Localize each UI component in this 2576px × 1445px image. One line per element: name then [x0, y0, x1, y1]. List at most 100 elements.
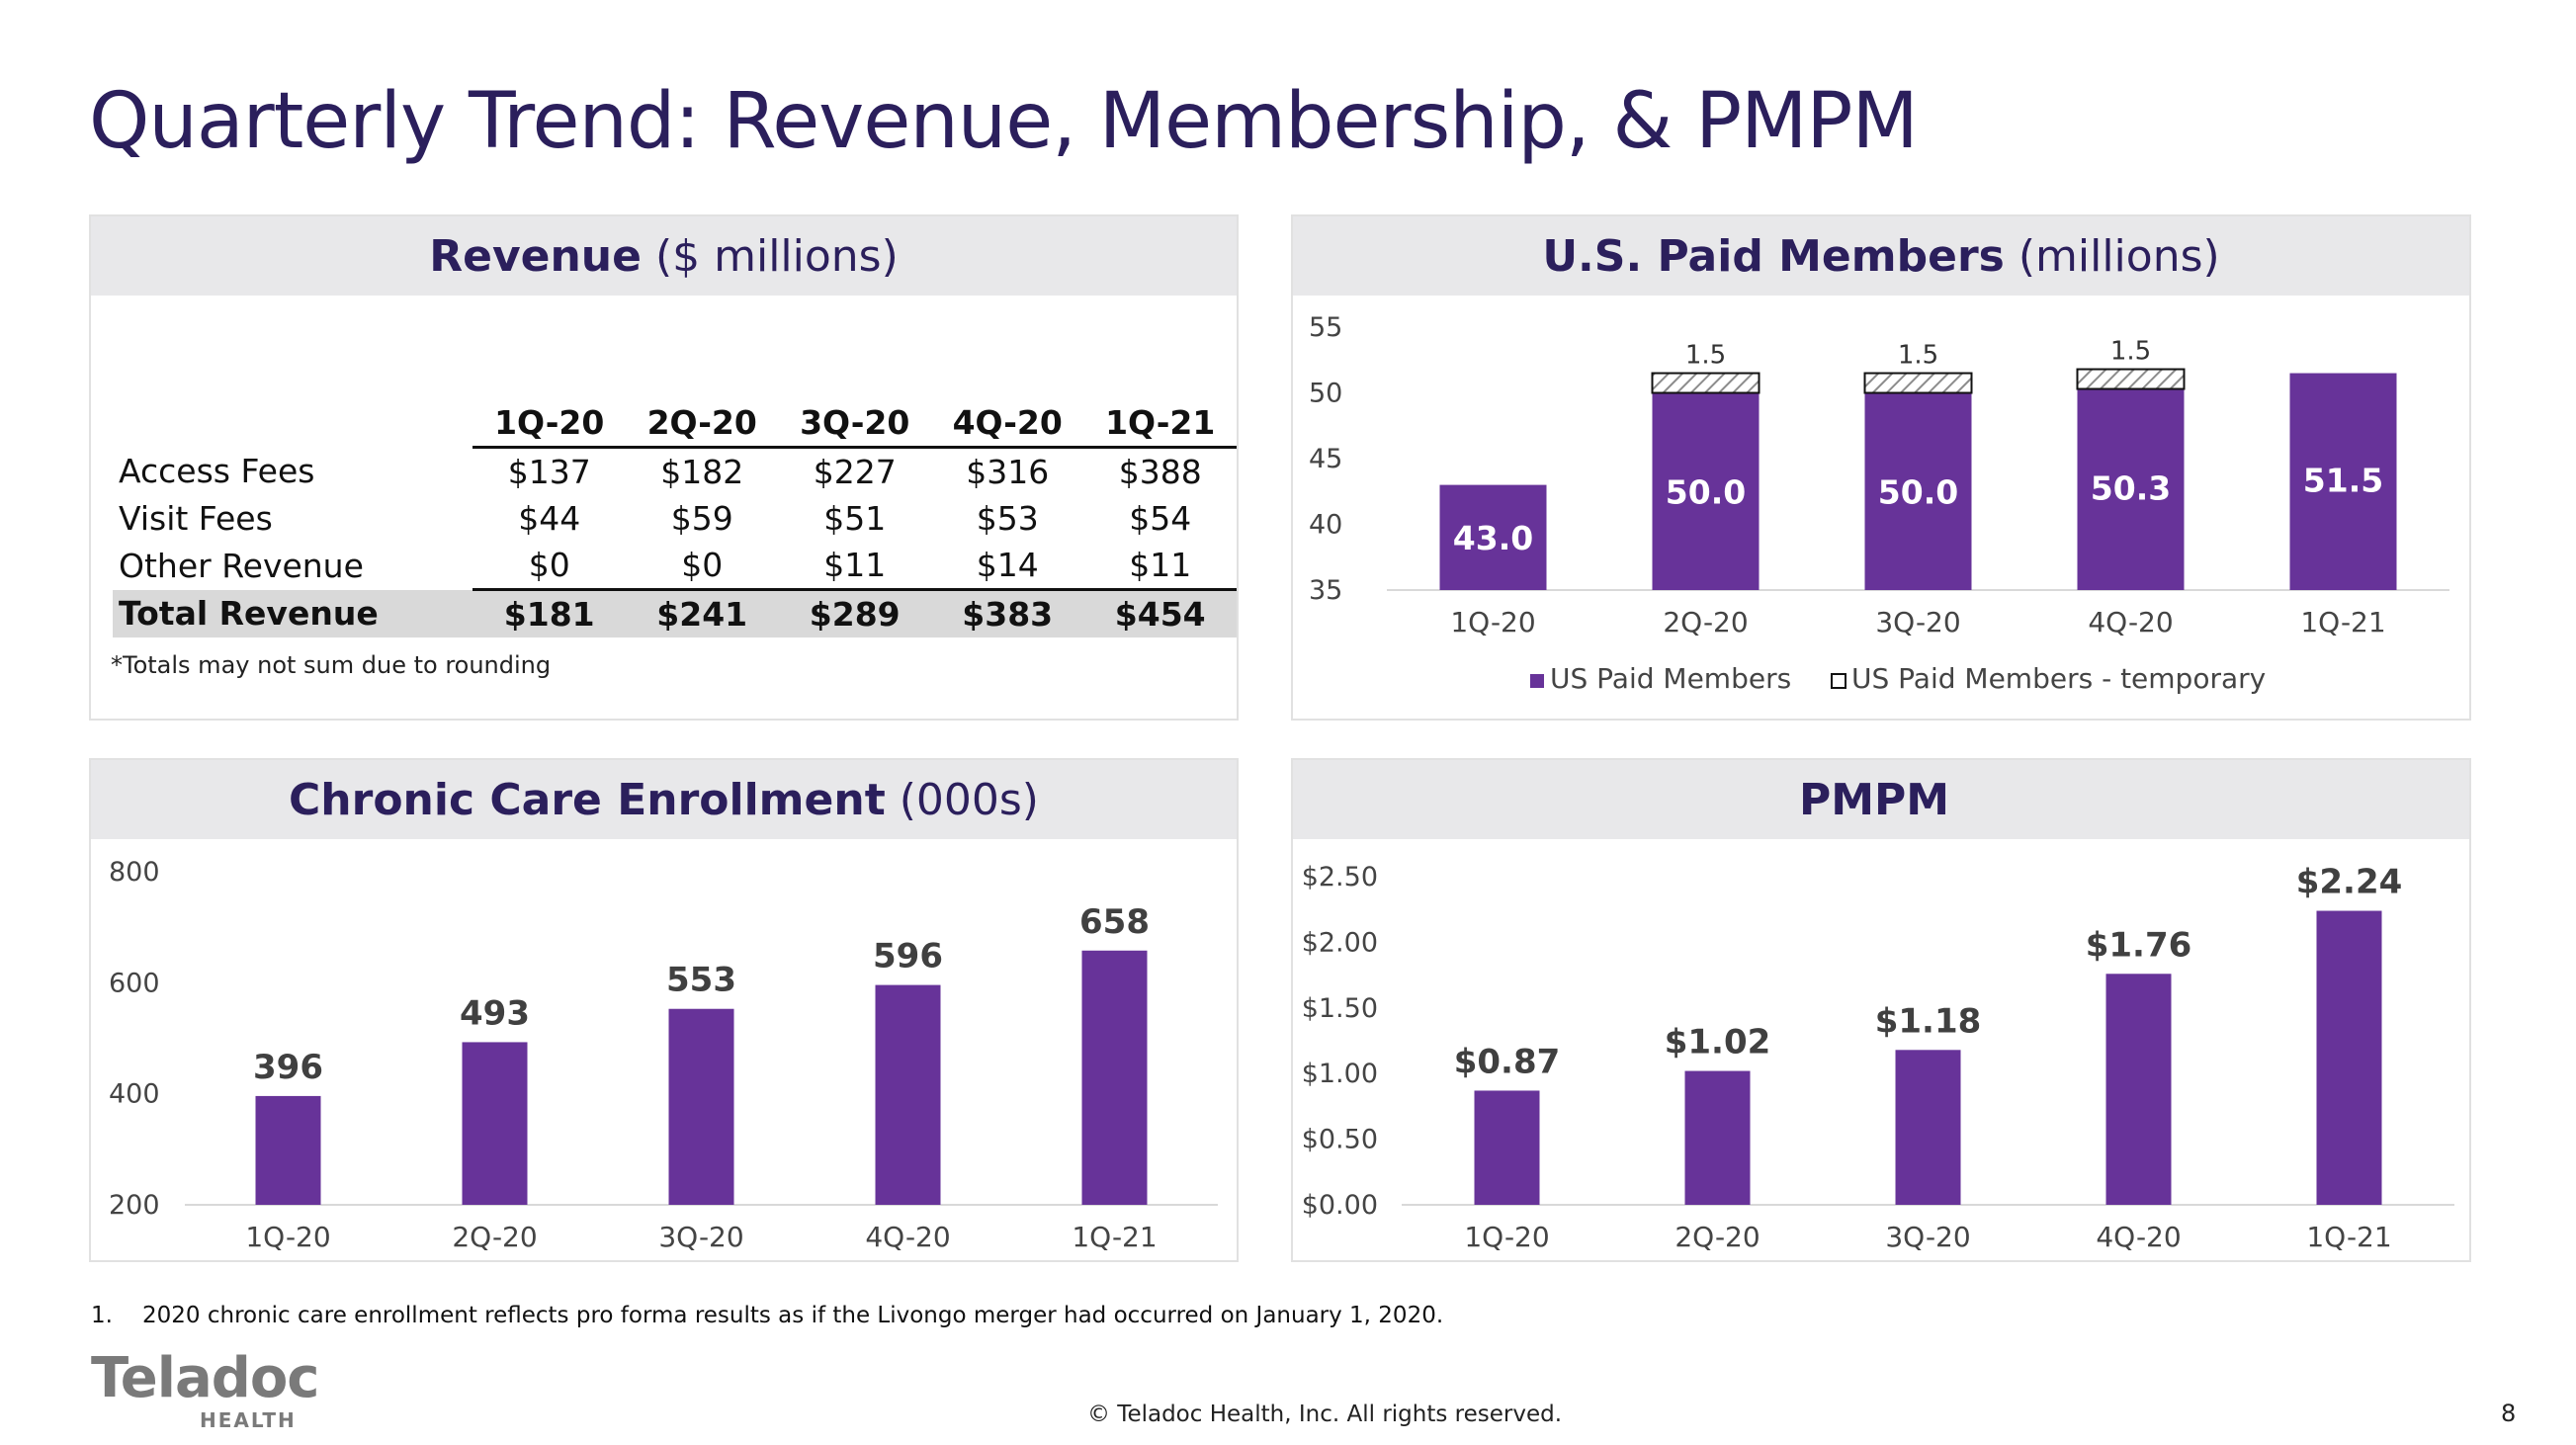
revenue-heading-bold: Revenue [429, 230, 642, 282]
pmpm-chart: $0.00 $0.50 $1.00 $1.50 $2.00 $2.50 1Q-20 $0.87… [1302, 862, 2454, 1253]
revenue-table-header-row: 1Q-20 2Q-20 3Q-20 4Q-20 1Q-21 [113, 399, 1237, 449]
temporary-bar [2076, 368, 2186, 390]
revenue-rounding-note: *Totals may not sum due to rounding [111, 651, 552, 679]
data-label: 553 [666, 961, 736, 1000]
data-label: 43.0 [1453, 519, 1533, 557]
members-panel: U.S. Paid Members (millions) 35 40 45 50 55 1… [1291, 214, 2471, 721]
revenue-col-header: 1Q-21 [1083, 399, 1237, 449]
pmpm-panel: PMPM $0.00 $0.50 $1.00 $1.50 $2.00 $2.50 1Q-20… [1291, 758, 2471, 1262]
y-tick-label: $0.50 [1302, 1125, 1378, 1155]
chronic-care-heading-unit: (000s) [899, 774, 1039, 825]
logo-wordmark: Teladoc [91, 1346, 319, 1410]
table-cell: $137 [507, 453, 591, 491]
total-cell: $289 [778, 588, 931, 638]
table-cell: $59 [670, 499, 733, 538]
chronic-care-chart: 200 400 600 800 1Q-20 396 2Q-20 493 3Q-20 553 4Q-2… [109, 857, 1218, 1253]
table-row: Visit Fees $44 $59 $51 $53 $54 [113, 495, 1237, 542]
x-tick-label: 2Q-20 [1674, 1221, 1760, 1253]
x-tick-label: 2Q-20 [452, 1221, 537, 1253]
x-tick-label: 1Q-21 [1072, 1221, 1157, 1253]
revenue-panel: Revenue ($ millions) 1Q-20 2Q-20 3Q-20 4… [89, 214, 1239, 721]
copyright-notice: © Teladoc Health, Inc. All rights reserv… [1087, 1402, 1563, 1427]
temporary-bar [1651, 372, 1760, 394]
bar [2316, 910, 2382, 1205]
x-tick-label: 1Q-20 [245, 1221, 330, 1253]
y-tick-label: 200 [109, 1190, 160, 1221]
footnote-number: 1. [91, 1303, 113, 1328]
revenue-heading-unit: ($ millions) [654, 230, 899, 282]
bar [1895, 1050, 1961, 1205]
x-tick-label: 3Q-20 [658, 1221, 743, 1253]
x-tick-label: 4Q-20 [2096, 1221, 2181, 1253]
bar [462, 1042, 528, 1205]
row-label: Access Fees [119, 452, 315, 491]
data-label: $1.18 [1875, 1001, 1982, 1041]
y-tick-label: 400 [109, 1079, 160, 1110]
table-cell: $0 [681, 546, 724, 584]
x-tick-label: 1Q-21 [2306, 1221, 2391, 1253]
table-cell: $227 [813, 453, 897, 491]
legend-swatch-members [1530, 674, 1544, 688]
data-label: $1.76 [2086, 925, 2192, 965]
revenue-col-header: 1Q-20 [472, 399, 626, 449]
chronic-care-heading-bold: Chronic Care Enrollment [289, 774, 886, 825]
revenue-table-corner [113, 399, 472, 448]
x-tick-label: 2Q-20 [1663, 606, 1748, 638]
revenue-col-header: 4Q-20 [930, 399, 1084, 449]
pmpm-heading-bold: PMPM [1798, 774, 1950, 825]
y-tick-label: 40 [1309, 510, 1342, 541]
temporary-bar [1863, 372, 1973, 394]
x-tick-label: 1Q-20 [1450, 606, 1535, 638]
teladoc-logo: Teladoc HEALTH [91, 1346, 319, 1433]
data-label: 50.0 [1878, 473, 1958, 512]
temporary-data-label: 1.5 [1898, 341, 1938, 371]
row-label: Other Revenue [119, 546, 364, 585]
bar [2105, 974, 2172, 1205]
pmpm-panel-header: PMPM [1293, 760, 2469, 839]
page-title: Quarterly Trend: Revenue, Membership, & … [89, 77, 1919, 166]
legend-swatch-temporary [1831, 673, 1846, 689]
bar [2289, 373, 2397, 590]
table-cell: $44 [518, 499, 581, 538]
y-tick-label: $2.50 [1302, 862, 1378, 892]
total-cell: $454 [1083, 588, 1237, 638]
bar [1439, 484, 1547, 590]
members-heading-unit: (millions) [2018, 230, 2220, 282]
table-cell: $53 [976, 499, 1039, 538]
table-cell: $388 [1118, 453, 1202, 491]
table-cell: $0 [528, 546, 570, 584]
bar [2077, 388, 2185, 590]
data-label: $2.24 [2296, 863, 2403, 902]
temporary-data-label: 1.5 [1685, 341, 1726, 371]
data-label: 51.5 [2303, 462, 2383, 500]
table-cell: $11 [1129, 546, 1192, 584]
members-panel-header: U.S. Paid Members (millions) [1293, 216, 2469, 296]
members-chart: 35 40 45 50 55 1Q-20 43.0 2Q-20 50.0 1.5 3Q-20 50.0… [1309, 312, 2449, 695]
table-row: Other Revenue $0 $0 $11 $14 $11 [113, 542, 1237, 590]
table-row: Access Fees $137 $182 $227 $316 $388 [113, 448, 1237, 496]
y-tick-label: 50 [1309, 379, 1342, 409]
bar [668, 1008, 734, 1205]
footnote-text: 2020 chronic care enrollment reflects pr… [142, 1303, 1444, 1328]
bar [1081, 950, 1148, 1205]
logo-subtitle: HEALTH [200, 1408, 297, 1432]
y-tick-label: $1.00 [1302, 1059, 1378, 1089]
data-label: 596 [873, 937, 943, 977]
x-tick-label: 1Q-21 [2300, 606, 2385, 638]
page-number: 8 [2501, 1400, 2517, 1427]
legend-label-temporary: US Paid Members - temporary [1851, 662, 2266, 695]
y-tick-label: 55 [1309, 312, 1342, 343]
data-label: 658 [1079, 902, 1150, 942]
y-tick-label: 35 [1309, 575, 1342, 606]
data-label: $0.87 [1454, 1042, 1561, 1081]
x-tick-label: 4Q-20 [865, 1221, 950, 1253]
row-label: Visit Fees [119, 499, 273, 538]
bar [1474, 1090, 1540, 1205]
y-tick-label: 600 [109, 968, 160, 998]
temporary-data-label: 1.5 [2110, 337, 2151, 367]
table-cell: $182 [660, 453, 744, 491]
y-tick-label: 800 [109, 857, 160, 888]
members-heading-bold: U.S. Paid Members [1542, 230, 2005, 282]
table-cell: $54 [1129, 499, 1192, 538]
total-row-label: Total Revenue [113, 589, 473, 638]
